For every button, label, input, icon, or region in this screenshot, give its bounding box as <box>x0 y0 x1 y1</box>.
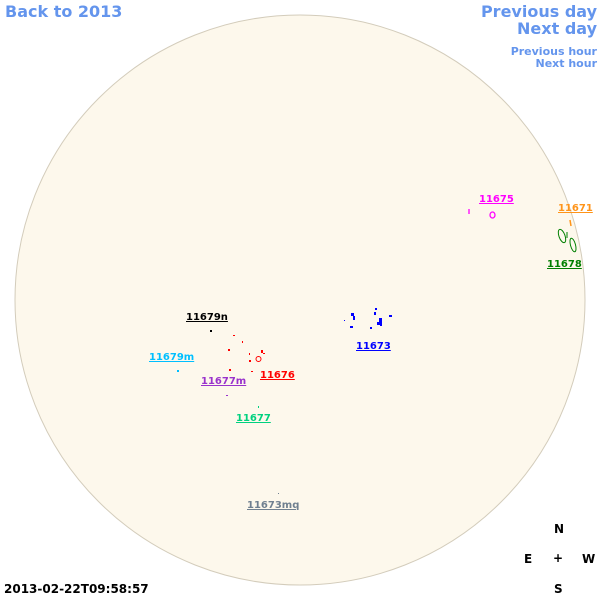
previous-hour-link[interactable]: Previous hour <box>510 45 597 58</box>
sunspot-11679n <box>210 330 212 332</box>
back-to-year-link[interactable]: Back to 2013 <box>5 2 123 21</box>
next-day-link[interactable]: Next day <box>517 19 597 38</box>
next-hour-link[interactable]: Next hour <box>535 57 598 70</box>
observation-timestamp: 2013-02-22T09:58:57 <box>4 582 149 596</box>
compass-south: S <box>554 582 563 596</box>
region-label-11673[interactable]: 11673 <box>356 341 391 352</box>
region-label-11679m[interactable]: 11679m <box>149 352 195 363</box>
region-label-11677[interactable]: 11677 <box>236 413 271 424</box>
sunspot-11673 <box>344 308 392 329</box>
sunspot-11677 <box>258 406 259 408</box>
region-label-11676[interactable]: 11676 <box>260 370 295 381</box>
sunspot-11675 <box>468 209 496 219</box>
sunspot-11671 <box>569 219 572 227</box>
region-label-11678[interactable]: 11678 <box>547 259 582 270</box>
solar-disk <box>14 14 586 586</box>
sunspot-11679m <box>177 370 179 372</box>
sunspot-11676 <box>228 335 265 372</box>
sunspot-11678 <box>557 228 577 253</box>
region-label-11677m[interactable]: 11677m <box>201 376 247 387</box>
region-label-11673mq[interactable]: 11673mq <box>247 500 300 511</box>
previous-day-link[interactable]: Previous day <box>480 2 597 21</box>
compass-west: W <box>582 552 596 566</box>
sunspot-11673mq <box>278 493 279 494</box>
compass-center: + <box>553 551 564 565</box>
region-label-11671[interactable]: 11671 <box>558 203 593 214</box>
compass-east: E <box>524 552 533 566</box>
sunspot-11677m <box>226 395 228 396</box>
region-label-11675[interactable]: 11675 <box>479 194 514 205</box>
region-label-11679n[interactable]: 11679n <box>186 312 228 323</box>
compass-north: N <box>554 522 565 536</box>
